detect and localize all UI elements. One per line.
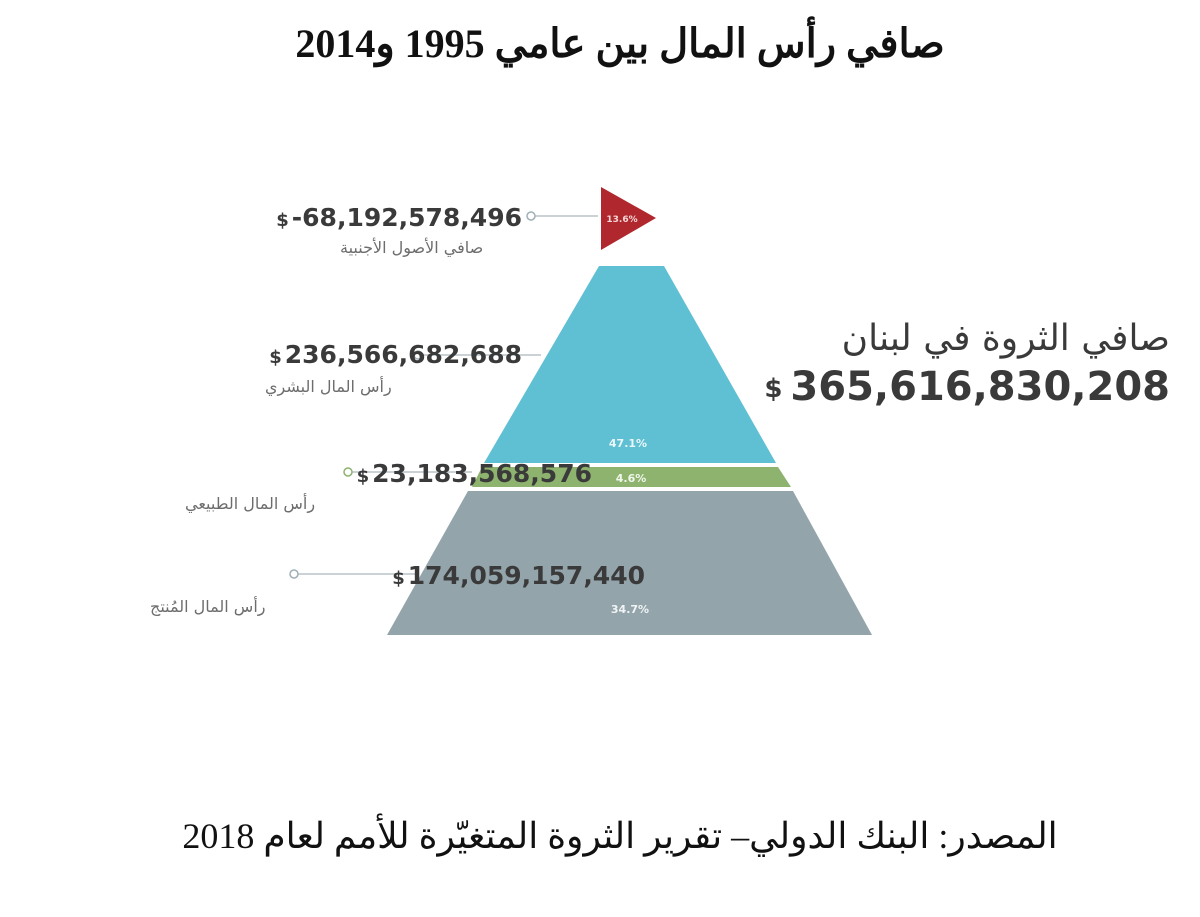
currency-symbol: $ — [276, 210, 289, 231]
pyramid-segment-3 — [472, 467, 791, 487]
currency-symbol: $ — [356, 466, 370, 487]
component-name: رأس المال الطبيعي — [185, 494, 316, 513]
component-name: رأس المال المُنتج — [150, 597, 266, 616]
segment-share-label: 13.6% — [606, 215, 637, 225]
currency-symbol: $ — [269, 347, 282, 368]
pyramid-segment-1 — [601, 187, 656, 250]
component-value: $23,183,568,576 — [357, 459, 592, 488]
segment-share-label: 34.7% — [611, 603, 649, 616]
component-name: رأس المال البشري — [265, 377, 392, 396]
currency-symbol: $ — [392, 568, 405, 589]
page-title: صافي رأس المال بين عامي 1995 و2014 — [295, 21, 945, 66]
component-value-number: 23,183,568,576 — [372, 459, 592, 488]
pyramid-segment-4 — [387, 491, 872, 635]
currency-symbol: $ — [764, 374, 783, 404]
segment-share-label: 47.1% — [609, 437, 647, 450]
component-value: $236,566,682,688 — [269, 340, 522, 369]
total-wealth-label: صافي الثروة في لبنان — [841, 318, 1170, 359]
total-wealth-value: $365,616,830,208 — [764, 364, 1170, 410]
connector-dot — [343, 467, 353, 477]
component-value-number: 174,059,157,440 — [407, 561, 645, 590]
component-value: $ -68,192,578,496 — [276, 203, 522, 232]
pyramid-segment-2 — [484, 266, 776, 463]
source-note: المصدر: البنك الدولي– تقرير الثروة المتغ… — [182, 816, 1058, 856]
total-wealth-number: 365,616,830,208 — [790, 364, 1170, 410]
segment-share-label: 4.6% — [616, 472, 647, 485]
component-value-number: 236,566,682,688 — [284, 340, 522, 369]
connector-dot — [413, 350, 423, 360]
component-value: $174,059,157,440 — [392, 561, 645, 590]
component-name: صافي الأصول الأجنبية — [340, 238, 484, 257]
connector-dot — [289, 569, 299, 579]
component-value-number: -68,192,578,496 — [291, 203, 522, 232]
connector-dot — [526, 211, 536, 221]
